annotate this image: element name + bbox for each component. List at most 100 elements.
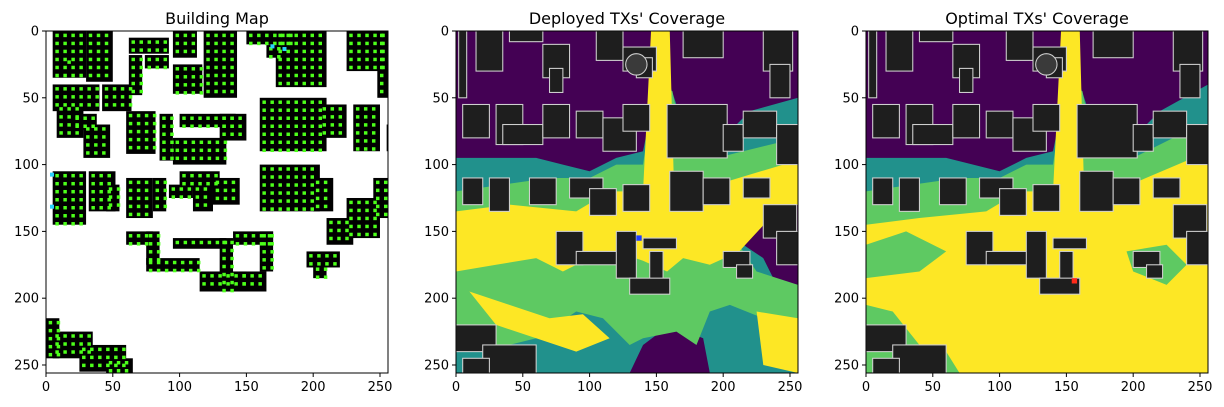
marker-point [63,95,67,99]
y-tick-label: 200 [834,292,859,307]
marker-point [318,108,323,112]
marker-point [345,220,349,225]
marker-point [131,73,135,78]
marker-point [355,139,360,143]
building-block [482,344,537,373]
x-tick-label: 50 [105,380,122,395]
marker-point [96,73,101,78]
marker-point [156,242,161,246]
marker-point [94,127,98,131]
deployed-coverage-panel: Deployed TXs' Coverage 0 50 100 150 200 25005… [424,9,802,395]
marker-point [310,132,314,137]
marker-point [262,183,266,187]
marker-point [63,73,67,78]
marker-point [136,204,141,209]
marker-point [147,40,152,44]
marker-point [156,250,161,254]
marker-point [230,57,234,62]
building-block [776,230,798,266]
marker-point [286,57,290,62]
marker-point [322,131,327,135]
marker-point [242,282,246,286]
marker-point [88,73,93,78]
marker-point [323,180,328,185]
marker-point [199,83,204,87]
marker-point [357,57,361,62]
marker-point [278,41,282,46]
marker-point [315,180,320,185]
marker-point [55,173,59,178]
marker-point [82,355,86,360]
marker-point [108,187,113,191]
marker-point [195,195,200,199]
y-tick-label: 50 [432,91,449,106]
marker-point [56,344,61,349]
marker-point [179,195,184,199]
marker-point [318,140,323,145]
marker-point [222,41,226,46]
marker-point [218,282,222,286]
marker-point [318,33,323,38]
marker-point [281,41,285,46]
marker-point [278,167,282,171]
marker-point [91,189,95,194]
marker-point [363,139,368,143]
marker-point [310,116,314,120]
building-block [1032,184,1061,212]
marker-point [136,145,141,150]
marker-point [190,124,194,128]
building-block [1186,123,1208,166]
marker-point [349,216,353,221]
building-block [1092,31,1134,59]
marker-point [79,73,83,78]
y-tick-label: 100 [424,158,449,173]
marker-point [106,355,110,360]
marker-point [144,196,149,201]
y-tick-label: 100 [834,158,859,173]
building-block [548,67,564,93]
marker-point [55,350,59,354]
building-block [306,251,340,268]
marker-point [215,148,220,153]
marker-point [302,41,306,46]
marker-point [270,108,274,112]
marker-point [222,132,226,137]
marker-point [262,207,266,211]
marker-point [235,242,240,246]
marker-point [222,272,226,277]
marker-point [230,288,234,293]
marker-point [128,188,133,193]
optimal-coverage-image [866,31,1208,373]
marker-point [277,47,281,51]
marker-point [371,107,376,111]
marker-point [128,204,133,209]
marker-point [183,83,188,87]
marker-point [215,156,220,161]
axes-frame [45,30,389,374]
marker-point [144,137,149,142]
marker-point [104,33,109,38]
marker-point [278,100,282,104]
marker-point [90,347,94,352]
marker-point [281,33,285,38]
marker-point [365,65,369,70]
marker-point [349,232,353,237]
marker-point [191,83,196,87]
marker-point [102,127,106,131]
marker-point [373,200,377,205]
x-tick-label: 200 [711,380,736,395]
y-tick-label: 150 [424,225,449,240]
building-block [275,31,327,88]
marker-point [357,41,361,46]
marker-point [63,49,67,54]
building-block [892,344,947,373]
marker-point [55,65,59,70]
marker-point [163,204,168,209]
marker-point [355,147,360,151]
marker-point [63,342,67,346]
marker-point [270,266,274,270]
building-block [1179,63,1201,99]
marker-point [88,33,93,38]
y-tick-label: 0 [441,25,449,40]
marker-point [147,48,152,52]
